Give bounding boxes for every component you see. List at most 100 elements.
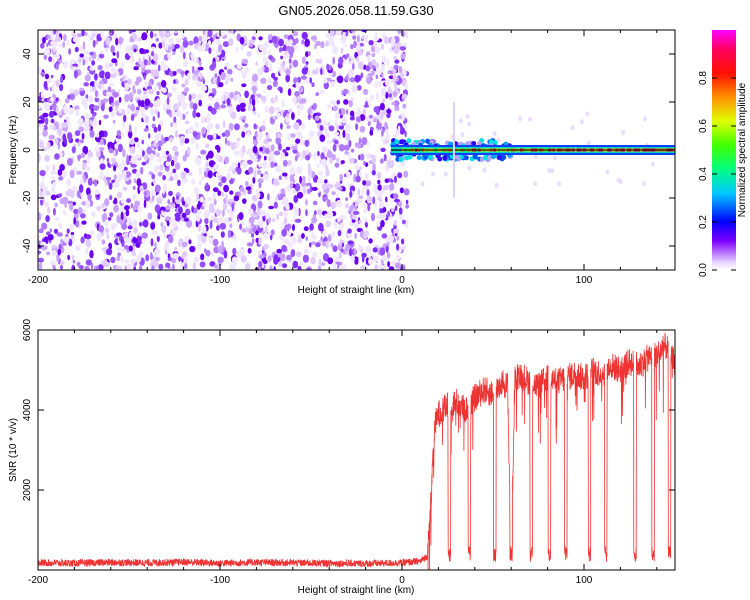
noise-cell — [355, 257, 359, 262]
noise-cell — [192, 73, 196, 81]
noise-cell — [176, 37, 182, 44]
noise-cell — [126, 154, 129, 163]
noise-cell — [285, 202, 290, 210]
noise-cell — [367, 121, 371, 127]
noise-cell — [221, 132, 226, 137]
noise-cell — [316, 67, 319, 75]
noise-cell — [367, 203, 371, 212]
noise-cell — [165, 267, 169, 270]
noise-cell — [66, 228, 70, 234]
noise-cell — [345, 124, 351, 132]
noise-cell — [69, 169, 75, 179]
noise-cell — [378, 80, 382, 88]
noise-cell — [183, 217, 189, 222]
noise-cell — [128, 124, 132, 133]
noise-cell — [331, 191, 336, 196]
noise-cell — [236, 250, 243, 258]
noise-cell — [244, 90, 250, 99]
noise-cell — [327, 234, 332, 243]
noise-cell — [227, 198, 234, 203]
noise-cell — [202, 203, 207, 208]
noise-cell — [217, 256, 224, 263]
noise-cell — [156, 82, 163, 87]
noise-cell — [256, 188, 259, 195]
noise-cell — [350, 148, 355, 153]
noise-cell — [392, 91, 398, 98]
noise-cell — [123, 166, 128, 171]
x-tick-label: 100 — [576, 275, 593, 286]
noise-cell — [95, 90, 98, 98]
noise-cell — [39, 140, 45, 149]
noise-cell — [262, 65, 265, 73]
noise-cell — [161, 224, 167, 233]
noise-cell — [278, 38, 284, 47]
noise-cell — [273, 76, 278, 81]
noise-cell — [60, 75, 64, 84]
snr-plot-area — [38, 330, 675, 570]
noise-cell — [370, 94, 375, 101]
noise-cell — [84, 74, 91, 82]
noise-cell — [149, 152, 154, 161]
noise-cell — [96, 232, 102, 241]
noise-cell — [268, 205, 274, 210]
noise-cell — [320, 158, 327, 167]
faint-cell — [467, 165, 472, 171]
noise-cell — [39, 125, 45, 130]
noise-cell — [391, 101, 397, 106]
noise-cell — [376, 221, 381, 227]
noise-cell — [226, 98, 231, 106]
noise-cell — [58, 176, 64, 181]
noise-cell — [356, 56, 359, 63]
noise-cell — [217, 82, 224, 88]
noise-cell — [242, 115, 247, 121]
noise-cell — [126, 216, 132, 224]
noise-cell — [338, 251, 343, 259]
noise-cell — [327, 104, 332, 109]
faint-cell — [585, 111, 590, 117]
noise-cell — [347, 89, 351, 97]
noise-cell — [273, 97, 276, 105]
noise-cell — [259, 146, 263, 152]
noise-cell — [345, 53, 350, 58]
noise-cell — [326, 63, 330, 71]
noise-cell — [119, 235, 122, 242]
noise-cell — [385, 196, 388, 203]
noise-cell — [212, 187, 219, 193]
noise-cell — [121, 132, 125, 138]
noise-cell — [366, 195, 373, 204]
noise-cell — [309, 242, 312, 248]
noise-cell — [48, 110, 55, 118]
noise-cell — [38, 262, 43, 270]
noise-cell — [202, 225, 207, 234]
noise-cell — [51, 249, 57, 257]
noise-cell — [262, 259, 268, 264]
noise-cell — [224, 91, 230, 97]
noise-cell — [84, 233, 87, 238]
noise-cell — [132, 204, 139, 211]
noise-cell — [198, 99, 202, 107]
noise-cell — [219, 222, 227, 230]
noise-cell — [113, 204, 119, 213]
noise-cell — [354, 200, 359, 207]
noise-cell — [158, 42, 163, 49]
noise-cell — [77, 117, 84, 127]
noise-cell — [85, 125, 90, 131]
noise-cell — [257, 154, 262, 159]
chart-title: GN05.2026.058.11.59.G30 — [278, 3, 433, 18]
x-tick-label: -100 — [210, 575, 230, 586]
noise-cell — [83, 82, 89, 87]
noise-cell — [365, 245, 372, 254]
noise-cell — [383, 88, 386, 97]
noise-cell — [230, 30, 234, 35]
noise-cell — [363, 231, 368, 240]
noise-cell — [200, 149, 207, 155]
noise-cell — [371, 52, 376, 58]
noise-cell — [316, 208, 322, 216]
noise-cell — [47, 234, 54, 241]
noise-cell — [62, 196, 69, 204]
noise-cell — [213, 133, 217, 139]
noise-cell — [134, 126, 137, 135]
noise-cell — [45, 164, 50, 172]
noise-cell — [277, 143, 282, 151]
